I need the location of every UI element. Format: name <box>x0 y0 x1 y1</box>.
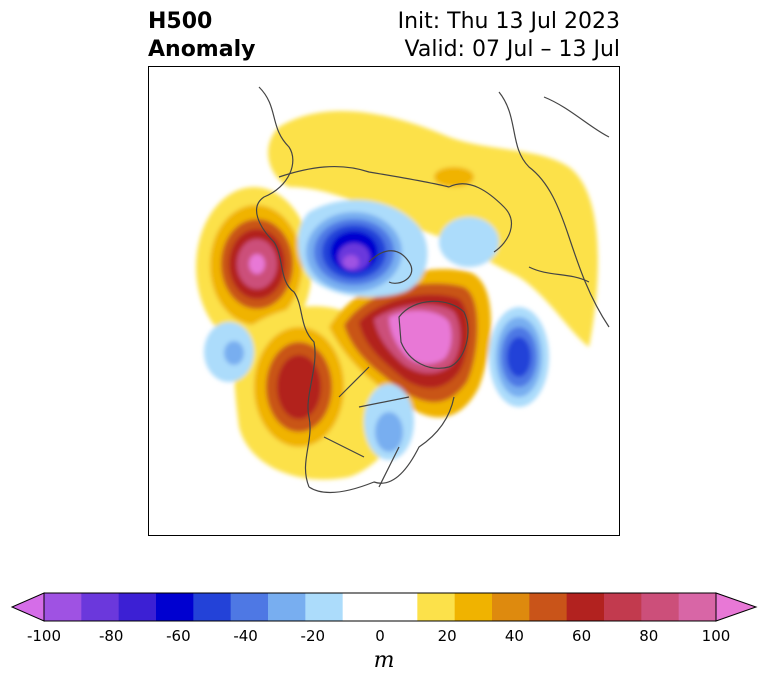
anomaly-map <box>148 66 620 536</box>
colorbar-tick-label: 60 <box>572 627 592 645</box>
colorbar-tick-label: -20 <box>300 627 326 645</box>
colorbar-tick-label: -60 <box>166 627 191 645</box>
colorbar-segment <box>417 593 456 621</box>
colorbar-segment <box>118 593 157 621</box>
colorbar-segment <box>454 593 493 621</box>
colorbar <box>10 592 758 622</box>
positive-anomaly-siberia <box>268 110 598 348</box>
colorbar-segment <box>604 593 642 621</box>
colorbar-tick-label: 100 <box>701 627 731 645</box>
init-date: Init: Thu 13 Jul 2023 <box>397 9 620 34</box>
colorbar-tick-label: -80 <box>98 627 124 645</box>
date-info: Init: Thu 13 Jul 2023 Valid: 07 Jul – 13… <box>398 8 620 64</box>
coastlines <box>256 86 610 493</box>
colorbar-extend-min <box>10 592 45 622</box>
colorbar-segment <box>380 593 418 621</box>
colorbar-segment <box>529 593 568 621</box>
colorbar-segment <box>566 593 605 621</box>
colorbar-segment <box>156 593 194 621</box>
colorbar-tick-label: -100 <box>26 627 62 645</box>
negative-anomaly-scandinavia <box>439 217 499 267</box>
positive-core-siberia <box>434 167 474 187</box>
colorbar-segment <box>342 593 381 621</box>
colorbar-segment <box>193 593 232 621</box>
colorbar-unit-label: m <box>373 648 395 673</box>
colorbar-segment <box>492 593 530 621</box>
colorbar-tick-label: 80 <box>639 627 659 645</box>
valid-range: Valid: 07 Jul – 13 Jul <box>404 37 620 62</box>
colorbar-segment <box>44 593 82 621</box>
anomaly-contours <box>196 110 598 480</box>
colorbar-segment <box>230 593 269 621</box>
colorbar-segment <box>678 593 717 621</box>
title-line-1: H500 <box>148 9 213 34</box>
colorbar-segments <box>10 592 758 622</box>
colorbar-tick-label: 20 <box>437 627 457 645</box>
chart-title: H500 Anomaly <box>148 8 255 64</box>
colorbar-tick-label: 0 <box>375 627 385 645</box>
map-canvas <box>149 67 619 535</box>
colorbar-tick-label: 40 <box>504 627 524 645</box>
title-line-2: Anomaly <box>148 37 256 62</box>
colorbar-tick-label: -40 <box>233 627 258 645</box>
colorbar-segment <box>641 593 680 621</box>
colorbar-segment <box>268 593 306 621</box>
colorbar-segment <box>81 593 120 621</box>
colorbar-segment <box>305 593 344 621</box>
colorbar-extend-max <box>715 592 758 622</box>
